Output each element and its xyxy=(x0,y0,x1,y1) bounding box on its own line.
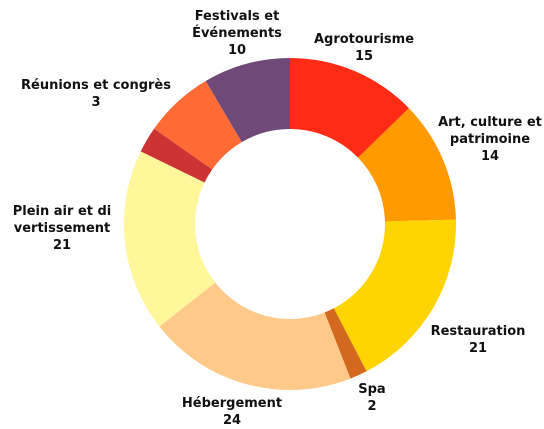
value-label: 10 xyxy=(227,43,247,58)
category-label: Agrotourisme xyxy=(313,32,415,47)
slice xyxy=(123,151,216,327)
category-label: Hébergement xyxy=(181,396,283,411)
slice-label: Plein air et divertissement 21 xyxy=(12,203,112,254)
category-label: Spa xyxy=(358,382,386,397)
category-label: Réunions et congrès xyxy=(21,78,171,93)
slice xyxy=(159,282,351,390)
slice-label: Art, culture et patrimoine 14 xyxy=(430,114,544,165)
slice xyxy=(140,128,213,183)
category-label: Restauration xyxy=(430,324,526,339)
slice-label: Restauration 21 xyxy=(418,323,538,357)
category-label: Festivals et Événements xyxy=(192,9,282,41)
slice xyxy=(333,219,456,372)
slice-label: Réunions et congrès 3 xyxy=(11,77,181,111)
slice-label: Hébergement 24 xyxy=(167,395,297,429)
value-label: 24 xyxy=(222,413,242,428)
value-label: 3 xyxy=(91,95,101,110)
slice xyxy=(205,58,290,143)
slice xyxy=(358,108,456,222)
value-label: 21 xyxy=(52,238,72,253)
slice-label: Festivals et Événements 10 xyxy=(182,8,292,59)
category-label: Art, culture et patrimoine xyxy=(438,115,542,147)
slice xyxy=(324,308,367,379)
slice xyxy=(290,58,409,158)
value-label: 15 xyxy=(354,49,374,64)
slice-label: Agrotourisme 15 xyxy=(304,31,424,65)
value-label: 14 xyxy=(480,149,500,164)
value-label: 2 xyxy=(367,399,377,414)
slice xyxy=(154,80,242,170)
value-label: 21 xyxy=(468,341,488,356)
slice-label: Spa 2 xyxy=(342,381,402,415)
category-label: Plein air et divertissement xyxy=(12,204,112,236)
